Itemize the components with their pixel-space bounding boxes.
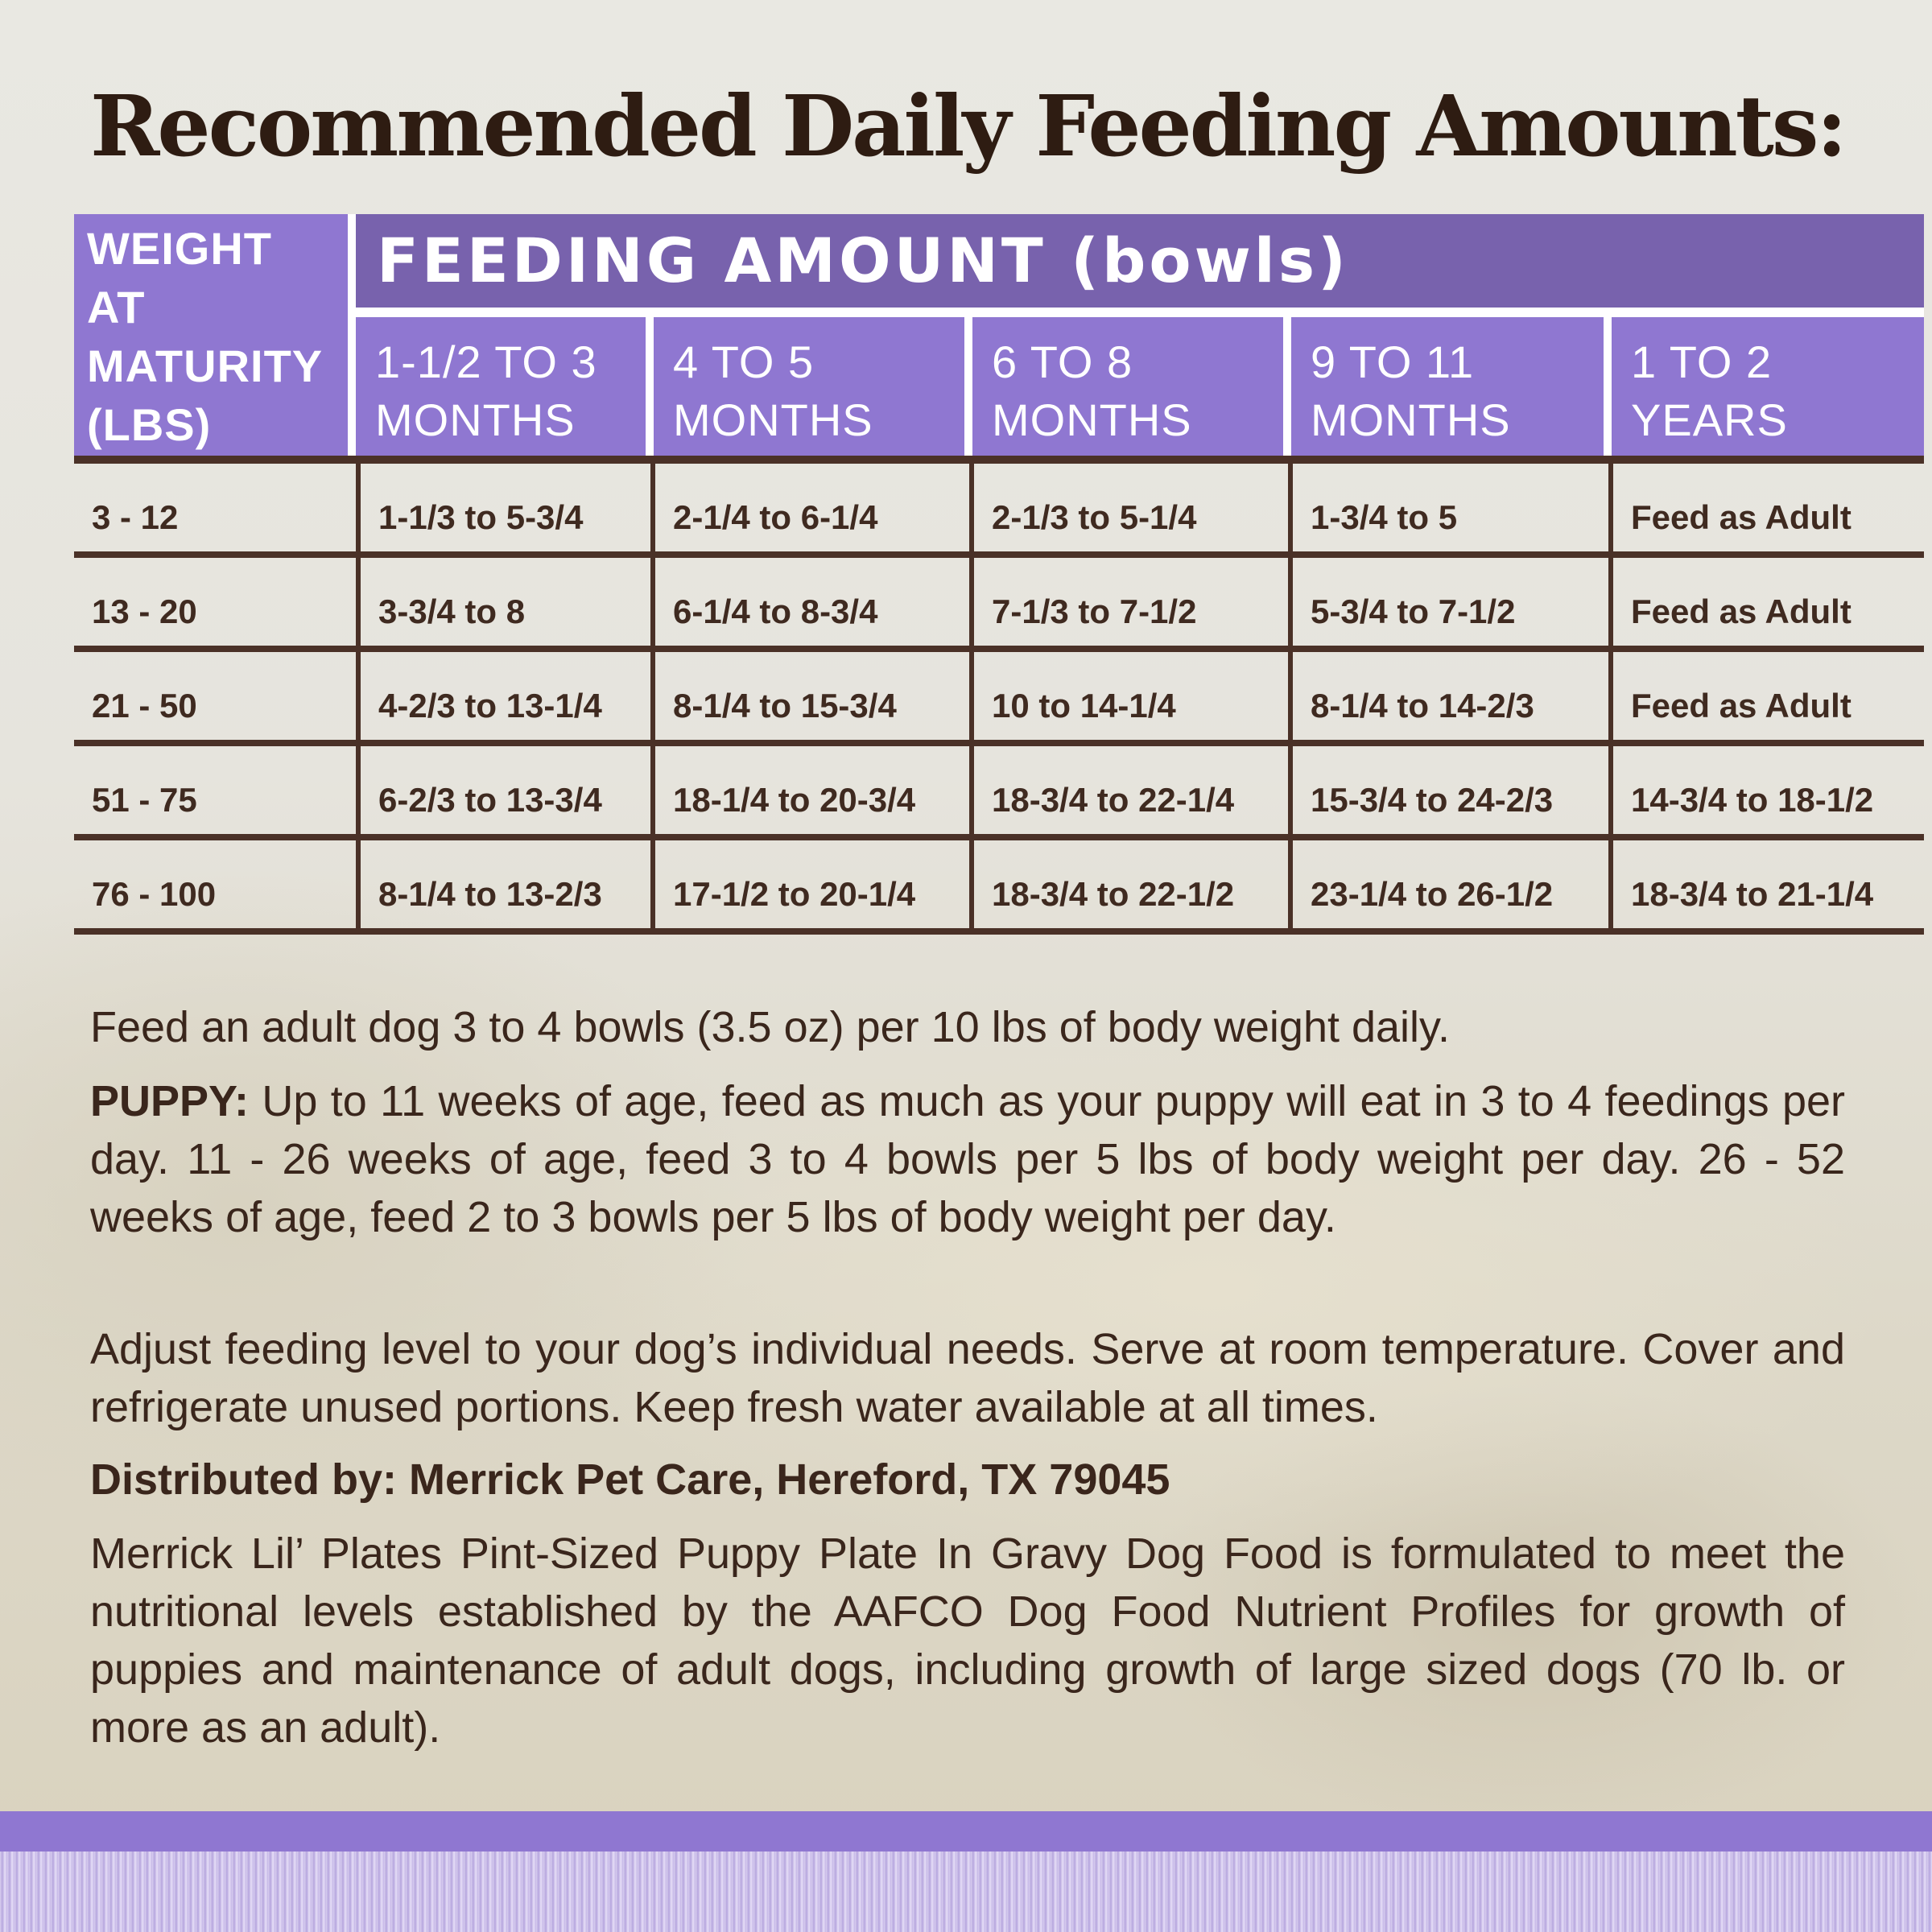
age-column-header: 6 TO 8 MONTHS <box>964 317 1283 456</box>
weight-cell: 3 - 12 <box>92 498 179 536</box>
amount-cell: 18-3/4 to 22-1/4 <box>969 746 1288 834</box>
amount-cell: Feed as Adult <box>1608 652 1924 740</box>
age-column-header: 1-1/2 TO 3 MONTHS <box>356 317 646 456</box>
age-column-header: 9 TO 11 MONTHS <box>1283 317 1604 456</box>
weight-header-line: WEIGHT <box>87 223 272 274</box>
amount-cell: 17-1/2 to 20-1/4 <box>650 840 969 928</box>
table-row: 13 - 20 3-3/4 to 8 6-1/4 to 8-3/4 7-1/3 … <box>74 558 1924 652</box>
amount-cell: 4-2/3 to 13-1/4 <box>356 652 650 740</box>
amount-cell: 7-1/3 to 7-1/2 <box>969 558 1288 646</box>
adjust-feeding-note: Adjust feeding level to your dog’s indiv… <box>90 1325 1845 1431</box>
weight-cell: 13 - 20 <box>92 592 197 630</box>
amount-cell: 18-3/4 to 22-1/2 <box>969 840 1288 928</box>
age-column-header: 4 TO 5 MONTHS <box>646 317 964 456</box>
distributor-line: Distributed by: Merrick Pet Care, Herefo… <box>90 1455 1170 1504</box>
feeding-amount-header: FEEDING AMOUNT (bowls) <box>356 214 1924 308</box>
amount-cell: Feed as Adult <box>1608 464 1924 551</box>
adult-feeding-note: Feed an adult dog 3 to 4 bowls (3.5 oz) … <box>90 1003 1451 1051</box>
amount-cell: 6-1/4 to 8-3/4 <box>650 558 969 646</box>
table-row: 76 - 100 8-1/4 to 13-2/3 17-1/2 to 20-1/… <box>74 840 1924 935</box>
weight-header-line: AT <box>87 282 146 332</box>
age-header-line2: MONTHS <box>1311 394 1511 445</box>
amount-cell: 8-1/4 to 14-2/3 <box>1288 652 1608 740</box>
weight-cell: 51 - 75 <box>92 781 197 819</box>
puppy-text: Up to 11 weeks of age, feed as much as y… <box>90 1077 1845 1241</box>
amount-cell: 23-1/4 to 26-1/2 <box>1288 840 1608 928</box>
weight-header-line: (LBS) <box>87 399 212 450</box>
amount-cell: 3-3/4 to 8 <box>356 558 650 646</box>
weight-column-header: WEIGHT AT MATURITY (LBS) <box>74 214 348 456</box>
age-header-line1: 9 TO 11 <box>1311 336 1475 387</box>
feeding-amount-header-group: FEEDING AMOUNT (bowls) 1-1/2 TO 3 MONTHS… <box>356 214 1924 456</box>
puppy-feeding-note: PUPPY: Up to 11 weeks of age, feed as mu… <box>90 1072 1845 1246</box>
amount-cell: 18-1/4 to 20-3/4 <box>650 746 969 834</box>
page-title: Recommended Daily Feeding Amounts: <box>90 76 1847 175</box>
weight-header-line: MATURITY <box>87 341 324 391</box>
table-row: 21 - 50 4-2/3 to 13-1/4 8-1/4 to 15-3/4 … <box>74 652 1924 746</box>
amount-cell: Feed as Adult <box>1608 558 1924 646</box>
puppy-label: PUPPY: <box>90 1077 250 1125</box>
age-header-line2: MONTHS <box>375 394 576 445</box>
header-separator <box>356 308 1924 317</box>
age-column-header: 1 TO 2 YEARS <box>1604 317 1924 456</box>
aafco-statement: Merrick Lil’ Plates Pint-Sized Puppy Pla… <box>90 1530 1845 1752</box>
amount-cell: 5-3/4 to 7-1/2 <box>1288 558 1608 646</box>
weight-cell: 21 - 50 <box>92 687 197 724</box>
table-row: 3 - 12 1-1/3 to 5-3/4 2-1/4 to 6-1/4 2-1… <box>74 464 1924 558</box>
age-header-line1: 1 TO 2 <box>1631 336 1773 387</box>
feeding-table: WEIGHT AT MATURITY (LBS) FEEDING AMOUNT … <box>74 214 1924 935</box>
amount-cell: 6-2/3 to 13-3/4 <box>356 746 650 834</box>
weight-cell: 76 - 100 <box>92 875 217 913</box>
age-header-line2: MONTHS <box>673 394 873 445</box>
amount-cell: 14-3/4 to 18-1/2 <box>1608 746 1924 834</box>
age-header-line1: 6 TO 8 <box>992 336 1133 387</box>
amount-cell: 2-1/3 to 5-1/4 <box>969 464 1288 551</box>
purple-footer-band <box>0 1811 1932 1852</box>
amount-cell: 1-3/4 to 5 <box>1288 464 1608 551</box>
table-body: 3 - 12 1-1/3 to 5-3/4 2-1/4 to 6-1/4 2-1… <box>74 456 1924 935</box>
age-header-line2: YEARS <box>1631 394 1788 445</box>
amount-cell: 2-1/4 to 6-1/4 <box>650 464 969 551</box>
amount-cell: 15-3/4 to 24-2/3 <box>1288 746 1608 834</box>
amount-cell: 10 to 14-1/4 <box>969 652 1288 740</box>
amount-cell: 8-1/4 to 15-3/4 <box>650 652 969 740</box>
textured-footer-band <box>0 1852 1932 1932</box>
age-header-line1: 1-1/2 TO 3 <box>375 336 597 387</box>
amount-cell: 1-1/3 to 5-3/4 <box>356 464 650 551</box>
header-divider <box>348 214 356 456</box>
age-header-line1: 4 TO 5 <box>673 336 815 387</box>
amount-cell: 8-1/4 to 13-2/3 <box>356 840 650 928</box>
table-row: 51 - 75 6-2/3 to 13-3/4 18-1/4 to 20-3/4… <box>74 746 1924 840</box>
age-header-line2: MONTHS <box>992 394 1192 445</box>
table-header: WEIGHT AT MATURITY (LBS) FEEDING AMOUNT … <box>74 214 1924 456</box>
amount-cell: 18-3/4 to 21-1/4 <box>1608 840 1924 928</box>
age-column-headers: 1-1/2 TO 3 MONTHS 4 TO 5 MONTHS 6 TO 8 M… <box>356 317 1924 456</box>
